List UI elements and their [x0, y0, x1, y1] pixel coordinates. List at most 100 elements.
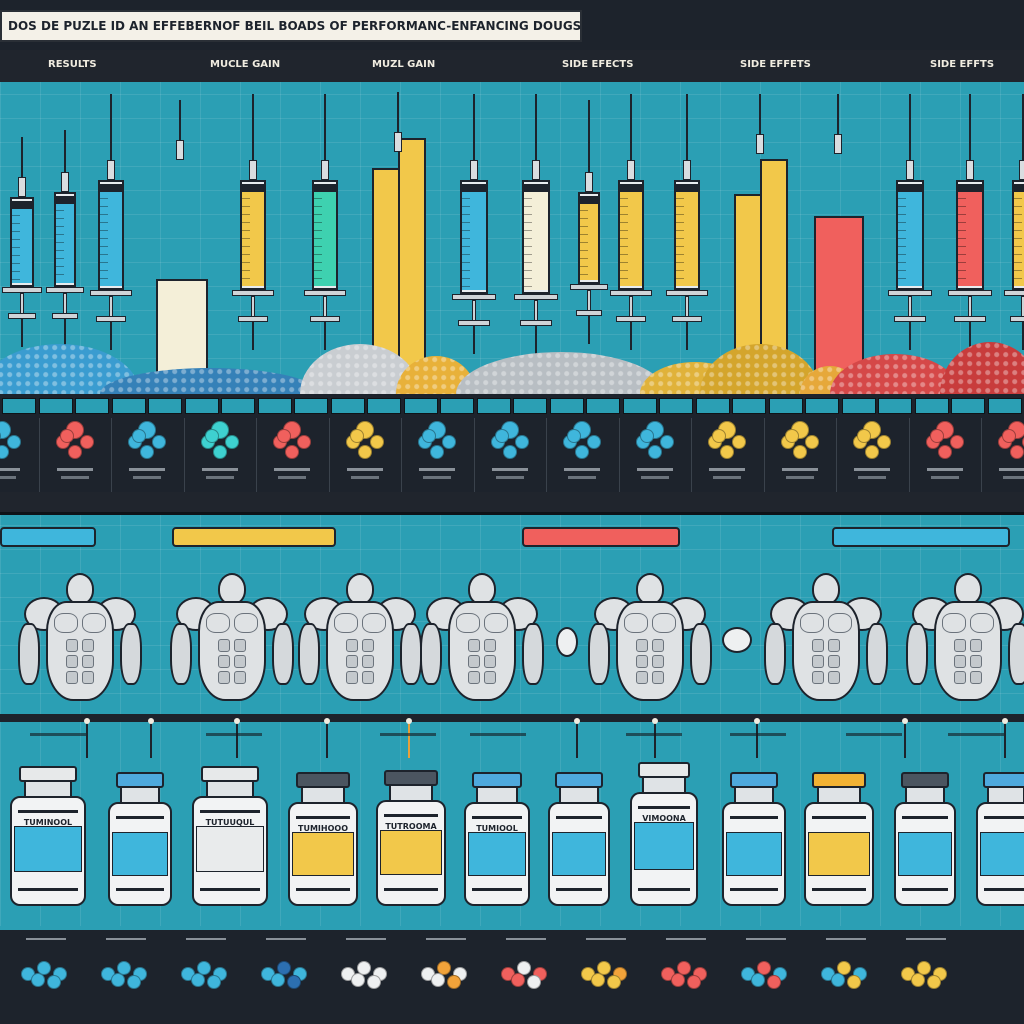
- caption-line: [746, 938, 786, 940]
- molecule-atom: [369, 435, 384, 449]
- grid-cell: [768, 398, 803, 414]
- syringe-stem: [535, 326, 537, 354]
- medicine-vial: TUMIOOL: [464, 772, 530, 922]
- physique-panel: [0, 512, 1024, 714]
- figure-ab: [828, 671, 840, 684]
- grid-cell: [440, 398, 474, 414]
- molecule-atom: [442, 435, 456, 449]
- syringe-stopper: [54, 196, 76, 204]
- timeline-connector: [86, 722, 88, 758]
- grid-line: [0, 238, 1024, 239]
- syringe-tick: [56, 242, 64, 243]
- syringe-icon: [2, 82, 42, 394]
- vial-label-rule: [116, 816, 164, 819]
- syringe-tick: [580, 218, 588, 219]
- syringe-thumb-rest: [96, 316, 126, 322]
- figure-ab: [218, 671, 230, 684]
- figure-ab: [82, 671, 94, 684]
- syringe-plunger: [63, 293, 67, 315]
- grid-line: [0, 190, 1024, 191]
- syringe-thumb-rest: [52, 313, 78, 319]
- syringe-stopper: [312, 184, 338, 192]
- syringe-tick: [462, 238, 470, 239]
- timeline-marker: [148, 718, 154, 724]
- medicine-vial: [548, 772, 610, 922]
- infographic-title-banner: DOS DE PUZLE ID AN EFFEBERNOF BEIL BOADS…: [0, 10, 582, 42]
- section-divider: [0, 492, 1024, 512]
- grid-line: [0, 525, 1024, 526]
- syringe-stem: [686, 322, 688, 350]
- syringe-tick: [314, 198, 322, 199]
- syringe-needle: [686, 94, 688, 162]
- caption-line: [346, 938, 386, 940]
- pill-dot: [447, 975, 461, 989]
- syringe-tick: [1014, 214, 1022, 215]
- pill-dot: [37, 961, 51, 975]
- syringe-stem: [324, 322, 326, 350]
- grid-cell: [513, 398, 547, 414]
- syringe-liquid: [1014, 192, 1024, 286]
- syringe-needle: [909, 94, 911, 162]
- syringe-liquid: [958, 192, 982, 286]
- syringe-tick: [898, 198, 906, 199]
- grid-line: [0, 515, 1, 714]
- vial-label-band: [726, 832, 782, 876]
- syringe-tick: [524, 278, 532, 279]
- molecule-atom: [784, 429, 799, 443]
- timeline-connector: [576, 722, 578, 758]
- figure-pec: [82, 613, 106, 633]
- capsule-icon: [722, 627, 752, 653]
- figure-ab: [652, 639, 664, 652]
- pill-dot: [837, 961, 851, 975]
- grid-line: [0, 262, 1024, 263]
- molecule-caption-line: [133, 476, 161, 479]
- syringe-stopper: [578, 196, 600, 204]
- syringe-tick: [100, 222, 108, 223]
- syringe-tick: [958, 238, 966, 239]
- molecule-caption-line: [926, 468, 963, 471]
- molecule-caption-line: [495, 476, 524, 479]
- syringe-hub: [394, 132, 402, 152]
- syringe-hub: [966, 160, 974, 180]
- molecule-atom: [152, 435, 166, 449]
- figure-ab: [484, 671, 496, 684]
- syringe-tick: [898, 238, 906, 239]
- syringe-tick: [100, 270, 108, 271]
- figure-ab: [636, 639, 648, 652]
- vial-label-rule: [638, 806, 690, 809]
- figure-ab: [954, 639, 966, 652]
- vial-label-rule: [200, 888, 260, 891]
- molecule-atom: [59, 429, 74, 443]
- timeline-caption-line: [846, 733, 902, 736]
- figure-pec: [334, 613, 358, 633]
- syringe-thumb-rest: [1010, 316, 1024, 322]
- vial-label-rule: [116, 888, 164, 891]
- grid-line: [160, 82, 161, 394]
- syringe-flange: [948, 290, 992, 296]
- syringe-tick: [676, 254, 684, 255]
- molecule-caption-line: [858, 476, 886, 479]
- grid-line: [600, 82, 601, 394]
- syringe-tick: [1014, 230, 1022, 231]
- molecule-cell: [256, 418, 328, 492]
- syringe-stem: [252, 322, 254, 350]
- molecule-caption-line: [205, 476, 234, 479]
- syringe-thumb-rest: [954, 316, 986, 322]
- category-tag-blue-1: [0, 527, 96, 547]
- syringe-stopper: [674, 184, 700, 192]
- grid-line: [800, 722, 801, 930]
- molecule-atom: [639, 429, 654, 443]
- grid-cell: [330, 398, 365, 414]
- molecule-cell: [183, 418, 256, 492]
- syringe-tick: [676, 206, 684, 207]
- vial-label-band: [112, 832, 168, 876]
- molecule-atom: [422, 429, 436, 443]
- timeline-marker: [1002, 718, 1008, 724]
- syringe-tick: [524, 206, 532, 207]
- grid-line: [880, 82, 881, 394]
- vial-label-rule: [556, 816, 602, 819]
- figure-arm: [120, 623, 142, 685]
- figure-pec: [456, 613, 480, 633]
- grid-line: [440, 82, 441, 394]
- column-header-muscle-gain-1: MUCLE GAIN: [210, 59, 281, 70]
